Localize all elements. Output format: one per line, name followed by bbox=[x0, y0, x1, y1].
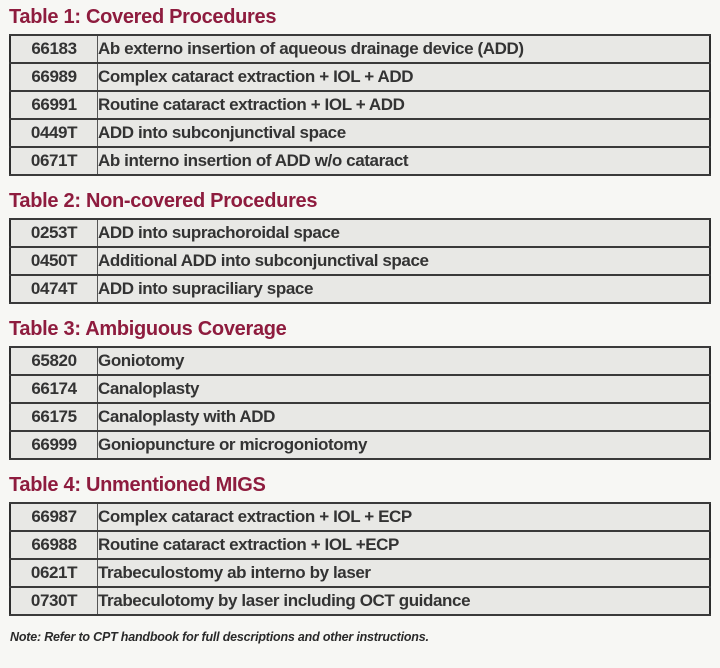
table-body: 66987 Complex cataract extraction + IOL … bbox=[10, 502, 710, 616]
procedure-description-cell: Routine cataract extraction + IOL + ADD bbox=[97, 90, 710, 120]
table-row: 66988 Routine cataract extraction + IOL … bbox=[10, 530, 710, 560]
table-row: 66183 Ab externo insertion of aqueous dr… bbox=[10, 34, 710, 64]
procedure-table-section: Table 1: Covered Procedures 66183 Ab ext… bbox=[9, 6, 711, 176]
procedure-description-cell: Goniopuncture or microgoniotomy bbox=[97, 430, 710, 460]
cpt-code-cell: 66183 bbox=[10, 34, 98, 64]
procedure-description-cell: Ab interno insertion of ADD w/o cataract bbox=[97, 146, 710, 176]
procedure-table: 66183 Ab externo insertion of aqueous dr… bbox=[9, 34, 711, 176]
procedure-description-cell: Trabeculotomy by laser including OCT gui… bbox=[97, 586, 710, 616]
table-title: Table 3: Ambiguous Coverage bbox=[9, 318, 287, 340]
table-row: 0253T ADD into suprachoroidal space bbox=[10, 218, 710, 248]
procedure-table: 66987 Complex cataract extraction + IOL … bbox=[9, 502, 711, 616]
cpt-code-cell: 0253T bbox=[10, 218, 98, 248]
cpt-code-cell: 66987 bbox=[10, 502, 98, 532]
table-row: 0450T Additional ADD into subconjunctiva… bbox=[10, 246, 710, 276]
table-row: 66987 Complex cataract extraction + IOL … bbox=[10, 502, 710, 532]
table-row: 66174 Canaloplasty bbox=[10, 374, 710, 404]
cpt-code-cell: 0474T bbox=[10, 274, 98, 304]
table-row: 66989 Complex cataract extraction + IOL … bbox=[10, 62, 710, 92]
procedure-description-cell: Additional ADD into subconjunctival spac… bbox=[97, 246, 710, 276]
cpt-code-cell: 66991 bbox=[10, 90, 98, 120]
procedure-description-cell: ADD into suprachoroidal space bbox=[97, 218, 710, 248]
procedure-table: 65820 Goniotomy 66174 Canaloplasty 66175… bbox=[9, 346, 711, 460]
procedure-description-cell: Complex cataract extraction + IOL + ADD bbox=[97, 62, 710, 92]
cpt-code-cell: 66989 bbox=[10, 62, 98, 92]
table-body: 66183 Ab externo insertion of aqueous dr… bbox=[10, 34, 710, 176]
procedure-description-cell: Ab externo insertion of aqueous drainage… bbox=[97, 34, 710, 64]
table-row: 0730T Trabeculotomy by laser including O… bbox=[10, 586, 710, 616]
table-body: 65820 Goniotomy 66174 Canaloplasty 66175… bbox=[10, 346, 710, 460]
procedure-description-cell: Canaloplasty bbox=[97, 374, 710, 404]
cpt-code-cell: 65820 bbox=[10, 346, 98, 376]
procedure-description-cell: Routine cataract extraction + IOL +ECP bbox=[97, 530, 710, 560]
table-row: 0671T Ab interno insertion of ADD w/o ca… bbox=[10, 146, 710, 176]
table-row: 0621T Trabeculostomy ab interno by laser bbox=[10, 558, 710, 588]
procedure-tables-container: Table 1: Covered Procedures 66183 Ab ext… bbox=[9, 6, 711, 616]
cpt-code-cell: 66174 bbox=[10, 374, 98, 404]
table-title: Table 2: Non-covered Procedures bbox=[9, 190, 318, 212]
cpt-code-cell: 66988 bbox=[10, 530, 98, 560]
procedure-description-cell: Canaloplasty with ADD bbox=[97, 402, 710, 432]
table-row: 66991 Routine cataract extraction + IOL … bbox=[10, 90, 710, 120]
cpt-code-cell: 66175 bbox=[10, 402, 98, 432]
procedure-table-section: Table 4: Unmentioned MIGS 66987 Complex … bbox=[9, 474, 711, 616]
procedure-table-section: Table 3: Ambiguous Coverage 65820 Goniot… bbox=[9, 318, 711, 460]
cpt-footnote: Note: Refer to CPT handbook for full des… bbox=[10, 630, 429, 644]
procedure-description-cell: Goniotomy bbox=[97, 346, 710, 376]
table-body: 0253T ADD into suprachoroidal space 0450… bbox=[10, 218, 710, 304]
cpt-code-cell: 0671T bbox=[10, 146, 98, 176]
table-title: Table 4: Unmentioned MIGS bbox=[9, 474, 266, 496]
table-row: 66999 Goniopuncture or microgoniotomy bbox=[10, 430, 710, 460]
cpt-code-cell: 0730T bbox=[10, 586, 98, 616]
cpt-code-cell: 0621T bbox=[10, 558, 98, 588]
cpt-code-cell: 66999 bbox=[10, 430, 98, 460]
procedure-description-cell: Complex cataract extraction + IOL + ECP bbox=[97, 502, 710, 532]
procedure-description-cell: ADD into supraciliary space bbox=[97, 274, 710, 304]
procedure-description-cell: ADD into subconjunctival space bbox=[97, 118, 710, 148]
cpt-code-cell: 0450T bbox=[10, 246, 98, 276]
table-title: Table 1: Covered Procedures bbox=[9, 6, 277, 28]
table-row: 0449T ADD into subconjunctival space bbox=[10, 118, 710, 148]
table-row: 0474T ADD into supraciliary space bbox=[10, 274, 710, 304]
procedure-table: 0253T ADD into suprachoroidal space 0450… bbox=[9, 218, 711, 304]
table-row: 65820 Goniotomy bbox=[10, 346, 710, 376]
procedure-description-cell: Trabeculostomy ab interno by laser bbox=[97, 558, 710, 588]
cpt-code-cell: 0449T bbox=[10, 118, 98, 148]
table-row: 66175 Canaloplasty with ADD bbox=[10, 402, 710, 432]
procedure-table-section: Table 2: Non-covered Procedures 0253T AD… bbox=[9, 190, 711, 304]
